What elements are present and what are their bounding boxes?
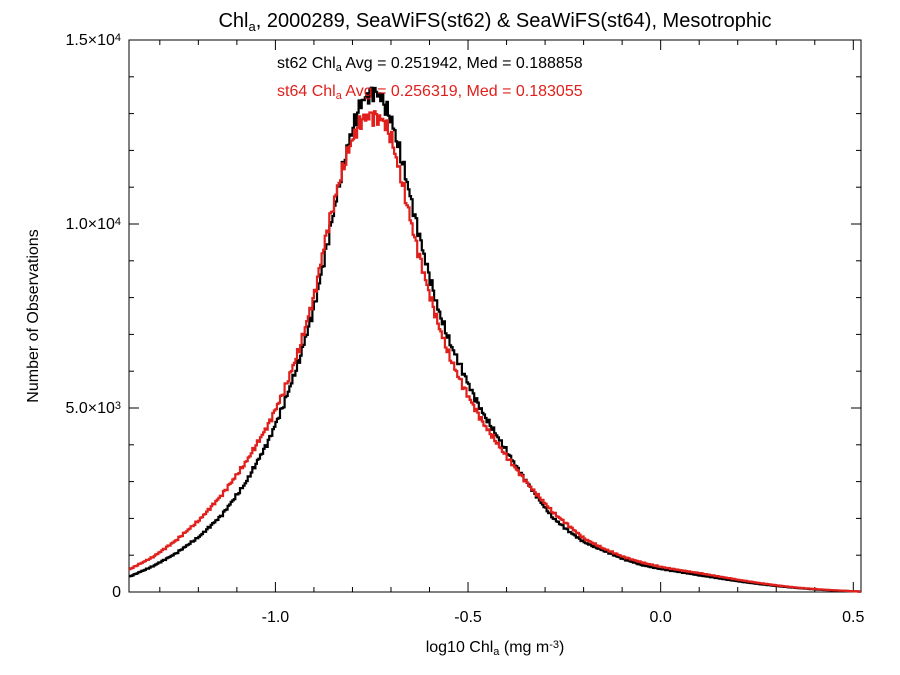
y-tick-exponent: 4 xyxy=(115,32,121,44)
y-tick-exponent: 3 xyxy=(115,400,121,412)
x-tick-label: 0.0 xyxy=(650,609,672,626)
y-tick-times: ×10 xyxy=(88,32,115,49)
y-tick-times: ×10 xyxy=(88,400,115,417)
x-tick-label: 0.5 xyxy=(842,609,864,626)
stats-annotation-st62: st62 Chla Avg = 0.251942, Med = 0.188858 xyxy=(277,55,583,74)
y-tick-mantissa: 1.5 xyxy=(65,32,87,49)
x-tick-label: -1.0 xyxy=(262,609,290,626)
series-line-st64 xyxy=(129,110,861,593)
y-tick-mantissa: 5.0 xyxy=(65,400,87,417)
y-axis-label: Number of Observations xyxy=(25,229,42,402)
y-tick-times: ×10 xyxy=(88,216,115,233)
y-tick-mantissa: 1.0 xyxy=(65,216,87,233)
plot-frame xyxy=(128,39,862,593)
y-tick-label: 0 xyxy=(112,584,121,601)
y-tick-label: 1.5×104 xyxy=(65,32,121,49)
y-tick-exponent: 4 xyxy=(115,216,121,228)
y-tick-label: 1.0×104 xyxy=(65,216,121,233)
series-line-st62 xyxy=(129,86,861,593)
y-tick-label: 5.0×103 xyxy=(65,400,121,417)
series-layer xyxy=(129,86,861,593)
chart-title: Chla, 2000289, SeaWiFS(st62) & SeaWiFS(s… xyxy=(218,10,771,34)
x-axis-label: log10 Chla (mg m-3) xyxy=(426,639,565,659)
stats-annotation-st64: st64 Chla Avg = 0.256319, Med = 0.183055 xyxy=(277,83,583,102)
x-tick-label: -0.5 xyxy=(454,609,482,626)
